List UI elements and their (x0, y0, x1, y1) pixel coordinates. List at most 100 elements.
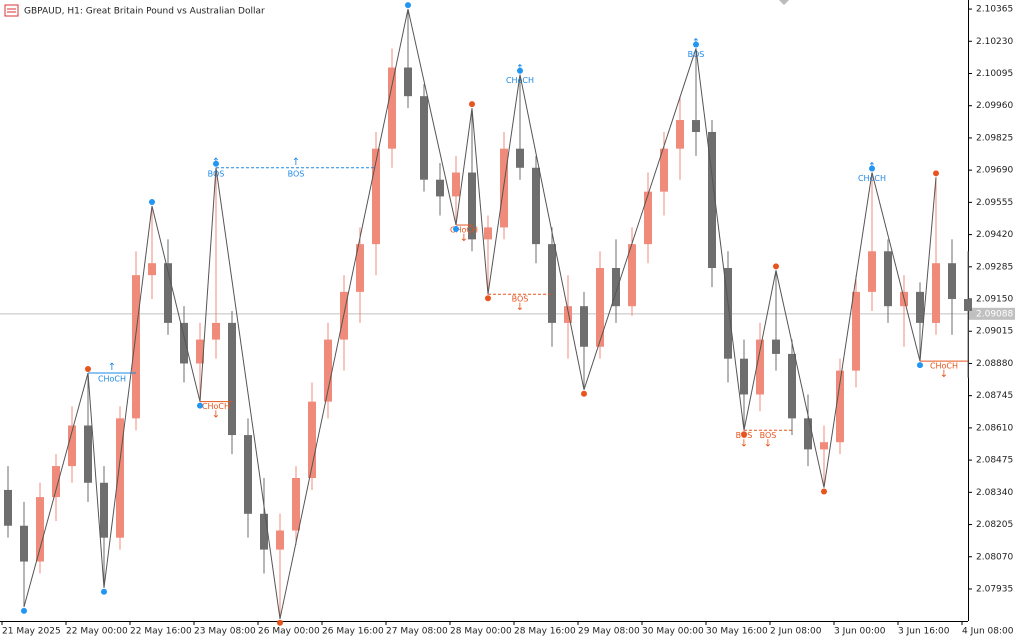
candle-body (388, 67, 396, 149)
x-tick-label: 21 May 2025 (2, 627, 61, 637)
structure-label: CHoCH (98, 375, 126, 384)
candle-body (100, 482, 108, 538)
x-tick-label: 26 May 00:00 (258, 627, 320, 637)
y-tick-label: 2.10095 (976, 69, 1013, 79)
zigzag-segment (583, 48, 697, 390)
structure-arrow: ↑ (108, 362, 116, 373)
candle-body (580, 306, 588, 347)
symbol-icon (4, 4, 19, 17)
y-tick-label: 2.09690 (976, 166, 1013, 176)
candle-body (884, 251, 892, 307)
structure-arrow: ↓ (940, 369, 948, 380)
candle-body (500, 148, 508, 228)
candle-body (772, 339, 780, 354)
x-tick-label: 28 May 16:00 (514, 627, 576, 637)
y-tick-label: 2.09555 (976, 198, 1013, 208)
candle-body (948, 263, 956, 300)
last-price-box (969, 307, 1015, 320)
candle-body (916, 291, 924, 323)
swing-dot (85, 366, 91, 373)
y-tick-label: 2.09150 (976, 295, 1013, 305)
structure-label: CHoCH (450, 226, 478, 235)
candle-body (52, 466, 60, 498)
y-tick-label: 2.09825 (976, 133, 1013, 143)
candle-body (660, 148, 668, 192)
candle-body (4, 489, 12, 526)
zigzag-segment (23, 372, 89, 608)
candle-body (836, 370, 844, 443)
y-tick-label: 2.10230 (976, 37, 1013, 47)
y-tick-label: 2.08880 (976, 359, 1013, 369)
swing-dot (469, 101, 475, 108)
swing-dot (405, 2, 411, 9)
y-tick-label: 2.10365 (976, 5, 1013, 15)
structure-label: BOS (288, 169, 305, 178)
candle-body (532, 167, 540, 245)
candle-body (308, 401, 316, 479)
x-tick-label: 30 May 16:00 (706, 627, 768, 637)
zigzag-segment (407, 8, 457, 226)
zigzag-segment (519, 74, 585, 390)
y-tick-label: 2.09285 (976, 262, 1013, 272)
x-tick-label: 22 May 16:00 (130, 627, 192, 637)
structure-label: BOS (208, 169, 225, 178)
candle-body (68, 425, 76, 467)
zigzag-segment (215, 167, 281, 619)
y-tick-label: 2.08745 (976, 391, 1013, 401)
candle-body (868, 251, 876, 292)
zigzag-segment (743, 270, 777, 431)
candle-body (148, 263, 156, 276)
candle-body (84, 425, 92, 483)
zigzag-segment (471, 108, 489, 295)
structure-arrow: ↓ (516, 302, 524, 313)
structure-label: BOS (760, 431, 777, 440)
structure-label: CHoCH (202, 402, 230, 411)
candle-body (196, 339, 204, 364)
candle-body (644, 191, 652, 245)
y-tick-label: 2.09420 (976, 230, 1013, 240)
candle-body (324, 339, 332, 402)
candle-body (420, 96, 428, 180)
candle-body (36, 497, 44, 562)
zigzag-segment (87, 372, 105, 588)
swing-dot (453, 226, 459, 233)
zigzag-segment (103, 205, 153, 588)
candle-body (260, 513, 268, 550)
structure-label: BOS (688, 50, 705, 59)
candle-body (628, 244, 636, 307)
zigzag-segment (151, 205, 201, 402)
structure-label: BOS (512, 295, 529, 304)
candle-body (612, 267, 620, 307)
x-tick-label: 28 May 00:00 (450, 627, 512, 637)
swing-dot (917, 362, 923, 369)
swing-dot (821, 488, 827, 495)
structure-arrow: ↓ (740, 438, 748, 449)
y-tick-label: 2.07935 (976, 584, 1013, 594)
x-tick-label: 22 May 00:00 (66, 627, 128, 637)
swing-dot (581, 390, 587, 397)
zigzag-segment (199, 167, 217, 402)
structure-arrow: ↓ (764, 438, 772, 449)
y-tick-label: 2.08205 (976, 520, 1013, 530)
x-tick-label: 30 May 00:00 (642, 627, 704, 637)
candle-body (20, 525, 28, 562)
structure-arrow: ↓ (212, 410, 220, 421)
candle-body (788, 353, 796, 419)
candle-body (180, 322, 188, 364)
x-tick-label: 26 May 16:00 (322, 627, 384, 637)
candle-body (564, 306, 572, 323)
candle-body (676, 120, 684, 149)
x-tick-label: 4 Jun 08:00 (962, 627, 1014, 637)
zigzag-segment (695, 48, 745, 431)
candle-body (756, 339, 764, 395)
candle-body (436, 179, 444, 197)
candle-body (804, 418, 812, 450)
candle-body (132, 275, 140, 419)
swing-dot (517, 67, 523, 74)
zigzag-segment (279, 8, 409, 619)
candle-body (548, 244, 556, 323)
candle-body (292, 478, 300, 531)
swing-dot (485, 295, 491, 302)
candle-body (228, 322, 236, 436)
y-tick-label: 2.08070 (976, 552, 1013, 562)
